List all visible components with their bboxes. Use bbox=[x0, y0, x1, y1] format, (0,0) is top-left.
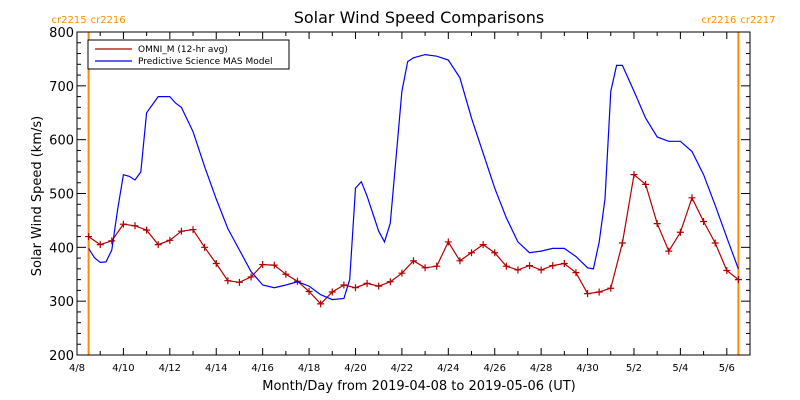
omni-data-point bbox=[665, 247, 673, 255]
omni-data-point bbox=[444, 238, 452, 246]
omni-data-point bbox=[305, 287, 313, 295]
omni-data-point bbox=[676, 228, 684, 236]
axis-ticks: 4/8 4/10 4/12 4/14 4/16 4/18 4/20 4/22 4/24 4/26 4… bbox=[49, 26, 750, 374]
omni-data-point bbox=[723, 266, 731, 274]
omni-data-point bbox=[584, 290, 592, 298]
series-line-1 bbox=[88, 53, 739, 301]
omni-data-point bbox=[491, 249, 499, 257]
y-tick-label: 700 bbox=[49, 80, 74, 95]
series-line-0 bbox=[88, 173, 739, 305]
y-tick-label: 200 bbox=[49, 349, 74, 364]
x-tick-label: 4/12 bbox=[159, 363, 181, 374]
omni-data-point bbox=[247, 273, 255, 281]
omni-data-point bbox=[526, 262, 534, 270]
x-tick-label: 4/24 bbox=[437, 363, 459, 374]
omni-data-point bbox=[537, 266, 545, 274]
legend-box bbox=[87, 39, 290, 70]
omni-data-point bbox=[351, 284, 359, 292]
x-tick-label: 4/28 bbox=[530, 363, 552, 374]
x-tick-label: 4/26 bbox=[483, 363, 505, 374]
omni-data-point bbox=[479, 241, 487, 249]
omni-data-point bbox=[259, 261, 267, 269]
omni-data-point bbox=[642, 180, 650, 188]
y-tick-label: 300 bbox=[49, 295, 74, 310]
omni-data-point bbox=[270, 261, 278, 269]
rotation-label-right-0: cr2216 bbox=[91, 15, 126, 26]
omni-data-point bbox=[212, 259, 220, 267]
omni-data-point bbox=[85, 233, 93, 241]
omni-data-point bbox=[549, 262, 557, 270]
omni-data-point bbox=[595, 288, 603, 296]
omni-data-point bbox=[108, 237, 116, 245]
omni-data-point bbox=[560, 259, 568, 267]
rotation-label-left-1: cr2216 bbox=[701, 15, 736, 26]
series-lines bbox=[85, 53, 742, 308]
omni-data-point bbox=[224, 277, 232, 285]
omni-data-point bbox=[386, 278, 394, 286]
x-tick-label: 4/18 bbox=[298, 363, 320, 374]
x-tick-label: 4/14 bbox=[205, 363, 227, 374]
omni-data-point bbox=[328, 288, 336, 296]
omni-data-point bbox=[166, 236, 174, 244]
omni-data-point bbox=[375, 282, 383, 290]
omni-data-point bbox=[468, 249, 476, 257]
chart-title: Solar Wind Speed Comparisons bbox=[294, 8, 545, 27]
omni-data-point bbox=[410, 257, 417, 265]
omni-data-point bbox=[235, 278, 243, 286]
omni-data-point bbox=[317, 300, 325, 308]
omni-data-point bbox=[398, 269, 406, 277]
rotation-label-left-0: cr2215 bbox=[52, 15, 87, 26]
y-tick-label: 400 bbox=[49, 241, 74, 256]
omni-data-point bbox=[711, 239, 719, 247]
omni-data-point bbox=[502, 262, 510, 270]
x-tick-label: 4/30 bbox=[576, 363, 598, 374]
x-tick-label: 5/2 bbox=[626, 363, 642, 374]
y-tick-label: 500 bbox=[49, 188, 74, 203]
omni-data-point bbox=[572, 269, 580, 277]
rotation-markers: cr2215 cr2216 cr2216 cr2217 bbox=[52, 15, 775, 355]
omni-data-point bbox=[282, 270, 290, 278]
omni-data-point bbox=[363, 279, 371, 287]
omni-data-point bbox=[433, 262, 441, 270]
x-tick-label: 4/16 bbox=[251, 363, 273, 374]
x-tick-label: 4/8 bbox=[69, 363, 85, 374]
omni-data-point bbox=[630, 171, 638, 179]
x-tick-label: 5/4 bbox=[672, 363, 688, 374]
y-axis-label: Solar Wind Speed (km/s) bbox=[30, 116, 45, 276]
omni-data-point bbox=[734, 276, 742, 284]
rotation-label-right-1: cr2217 bbox=[740, 15, 775, 26]
omni-data-point bbox=[340, 281, 348, 289]
omni-data-point bbox=[653, 220, 661, 228]
omni-data-point bbox=[189, 226, 197, 234]
omni-data-point bbox=[421, 264, 429, 272]
plot-frame bbox=[76, 31, 751, 356]
legend-label-model: Predictive Science MAS Model bbox=[138, 57, 273, 67]
y-tick-label: 800 bbox=[49, 26, 74, 41]
omni-data-point bbox=[688, 194, 696, 202]
x-tick-label: 4/22 bbox=[391, 363, 413, 374]
legend: OMNI_M (12-hr avg) Predictive Science MA… bbox=[87, 39, 290, 70]
y-tick-label: 600 bbox=[49, 134, 74, 149]
omni-data-point bbox=[119, 220, 127, 228]
x-tick-label: 5/6 bbox=[719, 363, 735, 374]
x-tick-label: 4/10 bbox=[112, 363, 134, 374]
x-axis-label: Month/Day from 2019-04-08 to 2019-05-06 … bbox=[262, 379, 575, 394]
omni-data-point bbox=[201, 243, 209, 251]
omni-data-point bbox=[456, 257, 464, 265]
omni-data-point bbox=[131, 222, 139, 230]
x-tick-label: 4/20 bbox=[344, 363, 366, 374]
omni-data-point bbox=[177, 227, 185, 235]
omni-data-point bbox=[700, 217, 708, 225]
legend-label-omni: OMNI_M (12-hr avg) bbox=[138, 45, 228, 55]
omni-data-point bbox=[154, 241, 162, 249]
omni-data-point bbox=[607, 284, 615, 292]
omni-data-point bbox=[618, 239, 626, 247]
omni-data-point bbox=[514, 266, 522, 274]
omni-data-point bbox=[143, 226, 151, 234]
omni-data-point bbox=[96, 241, 104, 249]
